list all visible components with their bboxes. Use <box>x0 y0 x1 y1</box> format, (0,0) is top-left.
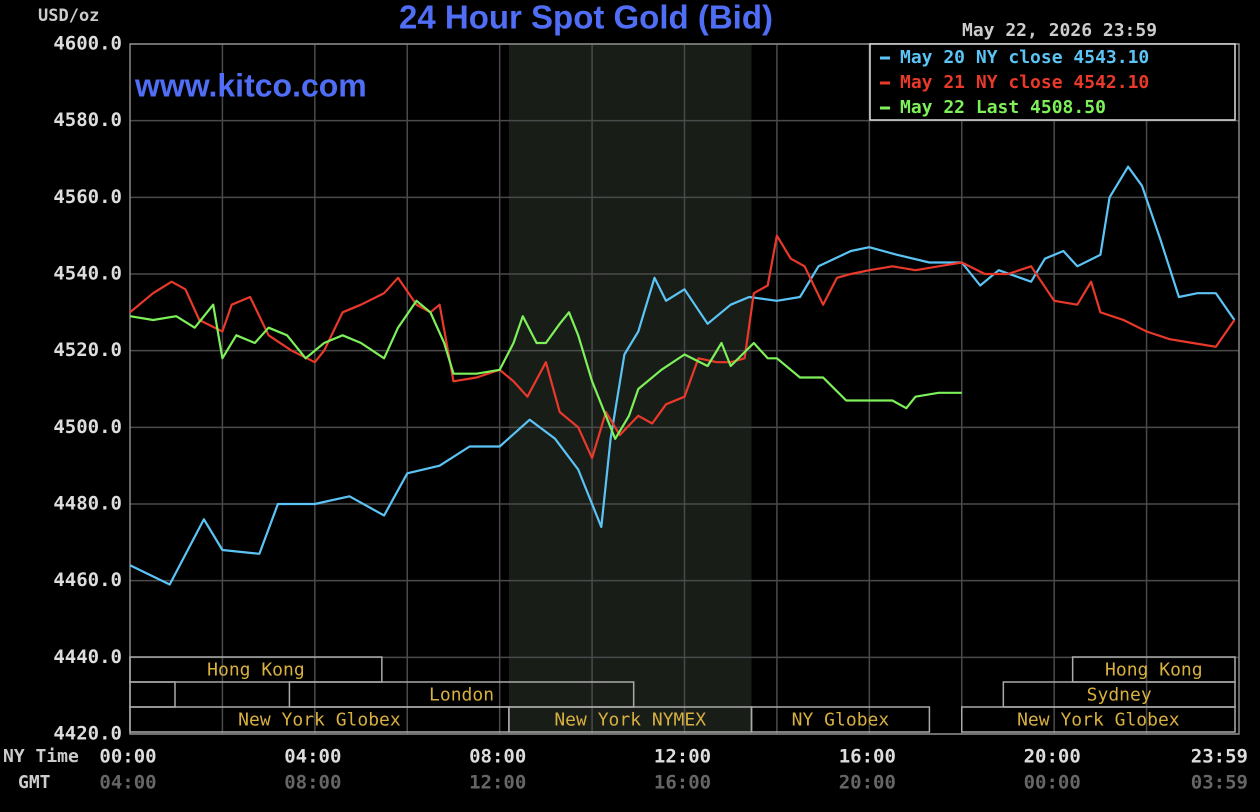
x-tick-label: 20:00 <box>1024 746 1081 768</box>
y-tick-label: 4600.0 <box>53 33 122 55</box>
y-tick-label: 4460.0 <box>53 569 122 591</box>
x-axis-label: NY Time <box>3 746 79 767</box>
sessions: Hong Kong London New York Globex New York N… <box>129 656 1236 733</box>
watermark: www.kitco.com <box>134 67 367 103</box>
y-tick-label: 4520.0 <box>53 339 122 361</box>
y-tick-label: 4440.0 <box>53 646 122 668</box>
x-tick-label: 00:00 <box>1024 772 1081 794</box>
series-line <box>129 165 1236 586</box>
x-tick-label: 23:59 <box>1191 746 1248 768</box>
session-label: Hong Kong <box>1105 660 1203 681</box>
y-unit: USD/oz <box>38 6 99 26</box>
session-box <box>750 706 931 733</box>
plot-border <box>129 43 1240 735</box>
session-label: New York Globex <box>238 710 401 731</box>
x-axis-label: GMT <box>18 772 51 793</box>
legend-label: May 20 NY close 4543.10 <box>900 47 1149 68</box>
session-box <box>129 656 383 683</box>
session-label: London <box>429 685 494 706</box>
session-box <box>961 706 1236 733</box>
x-tick-label: 12:00 <box>469 772 526 794</box>
x-tick-label: 04:00 <box>99 772 156 794</box>
plot-background <box>508 44 752 734</box>
texts: USD/oz 24 Hour Spot Gold (Bid) May 22, 2… <box>3 0 1248 794</box>
legend-label: May 22 Last 4508.50 <box>900 97 1106 118</box>
x-tick-label: 16:00 <box>654 772 711 794</box>
y-tick-label: 4500.0 <box>53 416 122 438</box>
x-tick-label: 08:00 <box>469 746 526 768</box>
y-tick-label: 4540.0 <box>53 263 122 285</box>
series-line <box>129 299 962 440</box>
x-tick-label: 20:00 <box>839 772 896 794</box>
shaded-region <box>508 44 752 734</box>
x-tick-label: 00:00 <box>99 746 156 768</box>
session-label: New York NYMEX <box>554 710 706 731</box>
x-tick-label: 12:00 <box>654 746 711 768</box>
x-tick-label: 04:00 <box>284 746 341 768</box>
chart-title: 24 Hour Spot Gold (Bid) <box>399 0 773 36</box>
x-tick-label: 16:00 <box>839 746 896 768</box>
session-label: Hong Kong <box>207 660 305 681</box>
session-label: NY Globex <box>792 710 890 731</box>
y-tick-label: 4560.0 <box>53 186 122 208</box>
lines <box>129 165 1236 586</box>
session-label: Sydney <box>1087 685 1152 706</box>
series-line <box>129 234 1236 460</box>
y-tick-label: 4580.0 <box>53 109 122 131</box>
y-tick-label: 4480.0 <box>53 493 122 515</box>
session-label: New York Globex <box>1017 710 1180 731</box>
timestamp: May 22, 2026 23:59 <box>962 20 1157 41</box>
legend-label: May 21 NY close 4542.10 <box>900 72 1149 93</box>
legend-box <box>869 43 1236 121</box>
x-tick-label: 08:00 <box>284 772 341 794</box>
x-tick-label: 03:59 <box>1191 772 1248 794</box>
y-tick-label: 4420.0 <box>53 723 122 745</box>
